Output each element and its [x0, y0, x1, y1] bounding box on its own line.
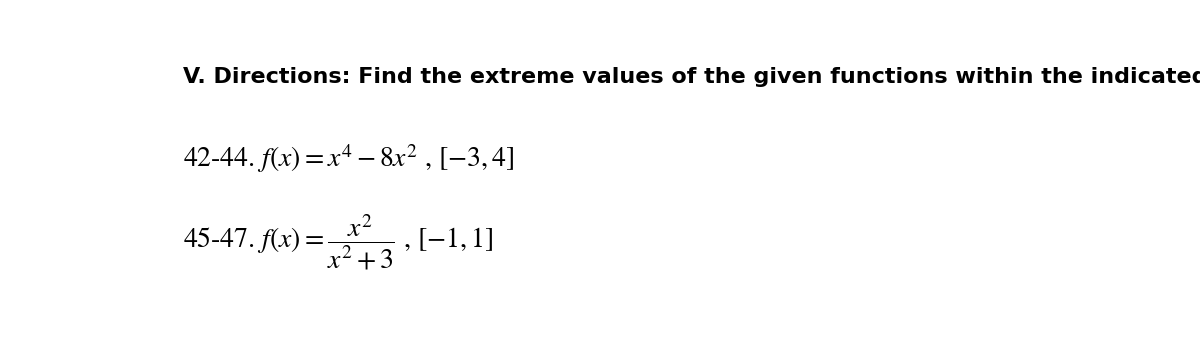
Text: 45-47. $f(x) = \dfrac{x^2}{x^2+3}$ , $[-1, 1]$: 45-47. $f(x) = \dfrac{x^2}{x^2+3}$ , $[-… — [182, 212, 493, 272]
Text: V. Directions: Find the extreme values of the given functions within the indicat: V. Directions: Find the extreme values o… — [182, 67, 1200, 87]
Text: 42-44. $f(x) = x^4 - 8x^2$ , $[-3, 4]$: 42-44. $f(x) = x^4 - 8x^2$ , $[-3, 4]$ — [182, 142, 514, 175]
